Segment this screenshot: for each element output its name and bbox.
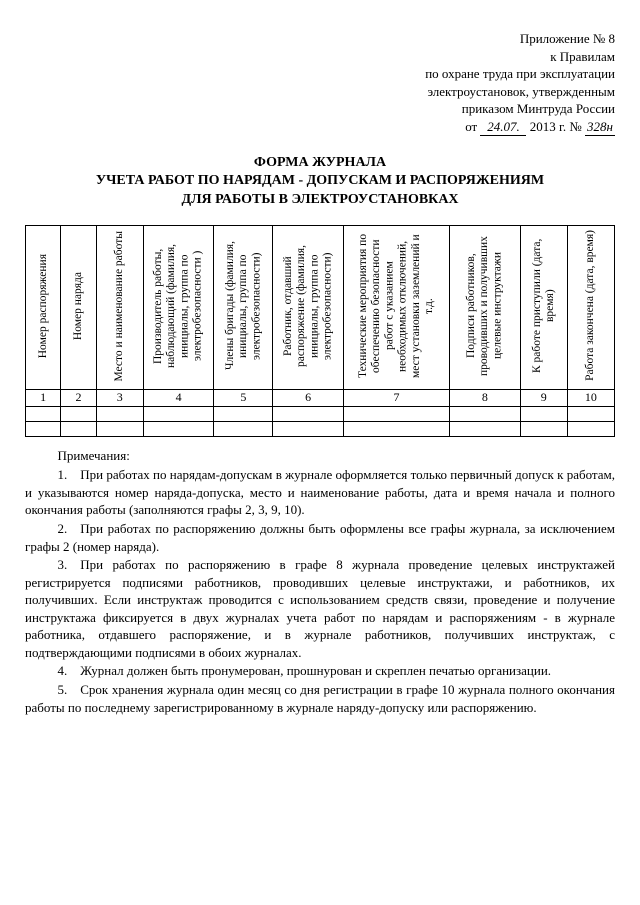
col-header: Номер распоряжения <box>26 225 61 389</box>
col-num: 1 <box>26 389 61 406</box>
col-header: К работе приступили (дата, время) <box>520 225 567 389</box>
col-num: 8 <box>450 389 521 406</box>
col-header: Место и наименование работы <box>96 225 143 389</box>
appendix-order-line: от 24.07. 2013 г. № 328н <box>465 118 615 137</box>
col-num: 4 <box>143 389 214 406</box>
journal-table: Номер распоряжения Номер наряда Место и … <box>25 225 615 437</box>
note-item: 4. Журнал должен быть пронумерован, прош… <box>25 662 615 680</box>
blank-row <box>26 406 615 421</box>
col-num: 10 <box>567 389 614 406</box>
order-number: 328н <box>585 118 615 137</box>
label-from: от <box>465 119 477 134</box>
note-item: 3. При работах по распоряжению в графе 8… <box>25 556 615 661</box>
blank-row <box>26 421 615 436</box>
col-num: 6 <box>273 389 344 406</box>
appendix-line: приказом Минтруда России <box>25 100 615 118</box>
title-line: УЧЕТА РАБОТ ПО НАРЯДАМ - ДОПУСКАМ И РАСП… <box>25 172 615 190</box>
col-header: Производитель работы, наблюдающий (фамил… <box>143 225 214 389</box>
col-header: Члены бригады (фамилия, инициалы, группа… <box>214 225 273 389</box>
appendix-line: Приложение № 8 <box>25 30 615 48</box>
col-num: 9 <box>520 389 567 406</box>
col-header: Технические мероприятия по обеспечению б… <box>344 225 450 389</box>
notes-block: Примечания: 1. При работах по нарядам-до… <box>25 447 615 716</box>
note-item: 5. Срок хранения журнала один месяц со д… <box>25 681 615 716</box>
title-line: ДЛЯ РАБОТЫ В ЭЛЕКТРОУСТАНОВКАХ <box>25 191 615 209</box>
appendix-line: по охране труда при эксплуатации <box>25 65 615 83</box>
col-header: Номер наряда <box>61 225 96 389</box>
appendix-line: к Правилам <box>25 48 615 66</box>
notes-heading: Примечания: <box>25 447 615 465</box>
appendix-block: Приложение № 8 к Правилам по охране труд… <box>25 30 615 136</box>
col-header: Работник, отдавший распоряжение (фамилия… <box>273 225 344 389</box>
note-item: 1. При работах по нарядам-допускам в жур… <box>25 466 615 519</box>
col-header: Подписи работников, проводивших и получи… <box>450 225 521 389</box>
order-date: 24.07. <box>480 118 526 137</box>
col-num: 3 <box>96 389 143 406</box>
document-title: ФОРМА ЖУРНАЛА УЧЕТА РАБОТ ПО НАРЯДАМ - Д… <box>25 154 615 209</box>
title-line: ФОРМА ЖУРНАЛА <box>25 154 615 172</box>
appendix-line: электроустановок, утвержденным <box>25 83 615 101</box>
col-num: 2 <box>61 389 96 406</box>
number-row: 1 2 3 4 5 6 7 8 9 10 <box>26 389 615 406</box>
note-item: 2. При работах по распоряжению должны бы… <box>25 520 615 555</box>
label-year: 2013 г. № <box>530 119 582 134</box>
col-num: 7 <box>344 389 450 406</box>
header-row: Номер распоряжения Номер наряда Место и … <box>26 225 615 389</box>
col-num: 5 <box>214 389 273 406</box>
col-header: Работа закончена (дата, время) <box>567 225 614 389</box>
